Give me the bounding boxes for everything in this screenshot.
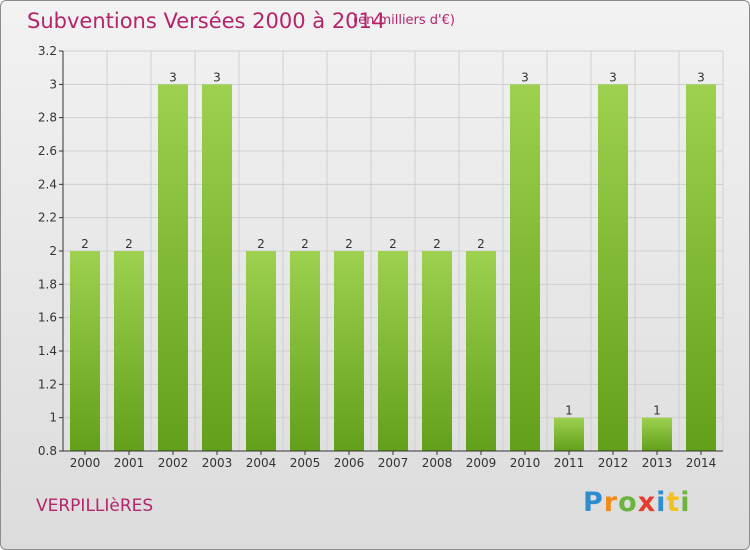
data-label: 2 bbox=[125, 237, 133, 251]
bar bbox=[202, 84, 232, 451]
data-label: 2 bbox=[433, 237, 441, 251]
y-tick-label: 2 bbox=[49, 244, 57, 258]
x-tick-label: 2008 bbox=[422, 456, 453, 470]
bar bbox=[686, 84, 716, 451]
brand-letter: i bbox=[680, 487, 691, 518]
x-tick-label: 2010 bbox=[510, 456, 541, 470]
commune-name: VERPILLIèRES bbox=[36, 496, 154, 516]
bar bbox=[466, 251, 496, 451]
bar bbox=[598, 84, 628, 451]
x-tick-label: 2009 bbox=[466, 456, 497, 470]
data-label: 3 bbox=[697, 70, 705, 84]
y-tick-label: 1.4 bbox=[38, 344, 57, 358]
brand-letter: r bbox=[603, 487, 619, 518]
bar bbox=[114, 251, 144, 451]
bar bbox=[510, 84, 540, 451]
brand-letter: P bbox=[583, 487, 604, 518]
data-label: 2 bbox=[81, 237, 89, 251]
data-label: 2 bbox=[301, 237, 309, 251]
data-label: 3 bbox=[169, 70, 177, 84]
bar bbox=[378, 251, 408, 451]
data-label: 3 bbox=[609, 70, 617, 84]
brand-letter: x bbox=[637, 487, 657, 518]
y-tick-label: 2.2 bbox=[38, 211, 57, 225]
y-tick-label: 3.2 bbox=[38, 44, 57, 58]
bar bbox=[70, 251, 100, 451]
x-tick-label: 2006 bbox=[334, 456, 365, 470]
bar bbox=[290, 251, 320, 451]
data-label: 2 bbox=[477, 237, 485, 251]
x-tick-label: 2000 bbox=[70, 456, 101, 470]
bar bbox=[334, 251, 364, 451]
y-tick-label: 1.2 bbox=[38, 377, 57, 391]
y-tick-label: 2.6 bbox=[38, 144, 57, 158]
x-tick-label: 2007 bbox=[378, 456, 409, 470]
bar bbox=[554, 417, 584, 451]
y-tick-label: 1 bbox=[49, 411, 57, 425]
x-tick-label: 2014 bbox=[686, 456, 717, 470]
y-tick-label: 1.8 bbox=[38, 277, 57, 291]
chart-subtitle: (en milliers d'€) bbox=[353, 13, 455, 28]
x-tick-label: 2004 bbox=[246, 456, 277, 470]
x-tick-label: 2005 bbox=[290, 456, 321, 470]
data-label: 1 bbox=[653, 404, 661, 418]
x-tick-label: 2003 bbox=[202, 456, 233, 470]
y-tick-label: 1.6 bbox=[38, 311, 57, 325]
y-tick-label: 2.4 bbox=[38, 177, 57, 191]
y-tick-label: 0.8 bbox=[38, 444, 57, 458]
brand-letter: t bbox=[666, 487, 681, 518]
data-label: 2 bbox=[345, 237, 353, 251]
bar bbox=[158, 84, 188, 451]
y-tick-label: 3 bbox=[49, 77, 57, 91]
x-tick-label: 2012 bbox=[598, 456, 629, 470]
x-tick-label: 2002 bbox=[158, 456, 189, 470]
x-tick-label: 2001 bbox=[114, 456, 145, 470]
data-label: 2 bbox=[389, 237, 397, 251]
data-label: 1 bbox=[565, 404, 573, 418]
data-label: 3 bbox=[521, 70, 529, 84]
data-label: 2 bbox=[257, 237, 265, 251]
data-label: 3 bbox=[213, 70, 221, 84]
proxiti-logo: Proxiti bbox=[583, 487, 691, 518]
bar bbox=[246, 251, 276, 451]
brand-letter: o bbox=[618, 487, 638, 518]
y-tick-label: 2.8 bbox=[38, 111, 57, 125]
axes-layer bbox=[59, 50, 723, 455]
labels-layer: 0.8 1 1.2 1.4 1.6 1.8 2 2.2 2.4 2.6 2.8 3 3.2 2 2000 2 2… bbox=[38, 44, 716, 470]
bar bbox=[642, 417, 672, 451]
chart-title: Subventions Versées 2000 à 2014 bbox=[27, 9, 386, 33]
x-tick-label: 2011 bbox=[554, 456, 585, 470]
brand-letter: i bbox=[656, 487, 667, 518]
x-tick-label: 2013 bbox=[642, 456, 673, 470]
bar bbox=[422, 251, 452, 451]
bars-layer bbox=[70, 84, 716, 451]
